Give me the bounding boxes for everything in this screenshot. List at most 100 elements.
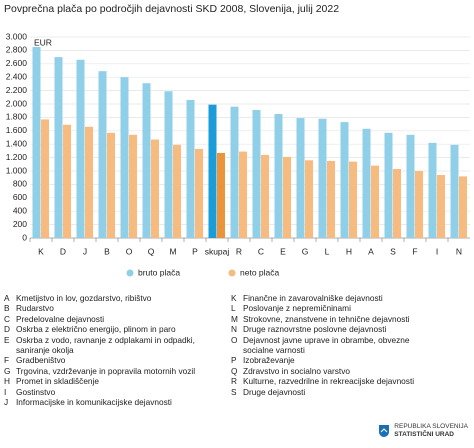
code-row: S Druge dejavnosti <box>231 387 451 397</box>
bar <box>393 168 401 238</box>
code-label: Gostinstvo <box>16 386 56 397</box>
code-label: Informacijske in komunikacijske dejavnos… <box>16 397 172 408</box>
code-label: Druge dejavnosti <box>243 386 306 397</box>
x-tick-label: F <box>412 246 417 256</box>
code-row: B Rudarstvo <box>4 303 224 313</box>
code-label: Druge raznovrstne poslovne dejavnosti <box>243 324 387 335</box>
bar <box>437 175 445 238</box>
x-tick-label: D <box>60 246 66 256</box>
bar <box>252 110 261 238</box>
bar <box>208 104 217 238</box>
bar <box>340 122 349 238</box>
bar <box>274 114 283 238</box>
y-tick-label: 400 <box>13 205 27 215</box>
code-row: R Kulturne, razvedrilne in rekreacijske d… <box>231 376 451 386</box>
code-row: L Poslovanje z nepremičninami <box>231 303 451 313</box>
code-letter: L <box>231 303 236 314</box>
x-tick-label: Q <box>148 246 155 256</box>
code-label: Kulturne, razvedrilne in rekreacijske de… <box>243 376 415 387</box>
bar <box>230 106 239 239</box>
code-label: Oskrba z vodo, ravnanje z odplakami in o… <box>16 334 195 356</box>
code-letter: F <box>4 355 10 366</box>
bar <box>415 171 423 238</box>
x-tick-label: L <box>325 246 330 256</box>
code-label: Gradbeništvo <box>16 355 66 366</box>
bar <box>63 124 71 238</box>
x-tick-label: G <box>302 246 309 256</box>
bar <box>459 176 467 238</box>
code-label: Izobraževanje <box>243 355 295 366</box>
bar <box>371 165 379 238</box>
x-tick-label: E <box>280 246 286 256</box>
x-tick-label: J <box>83 246 87 256</box>
bar <box>98 71 107 238</box>
code-list: A Kmetijstvo in lov, gozdarstvo, ribištvo… <box>4 293 224 407</box>
x-tick-label: I <box>436 246 438 256</box>
y-tick-label: 800 <box>13 179 27 189</box>
y-axis-label: EUR <box>34 37 52 47</box>
bar <box>142 83 151 238</box>
code-label: Zdravstvo in socialno varstvo <box>243 365 350 376</box>
code-row: K Finančne in zavarovalniške dejavnosti <box>231 293 451 303</box>
legend-marker <box>228 269 236 277</box>
bar <box>195 148 203 238</box>
code-row: I Gostinstvo <box>4 387 224 397</box>
y-tick-label: 1.000 <box>6 165 28 175</box>
code-label: Finančne in zavarovalniške dejavnosti <box>243 293 383 303</box>
y-tick-label: 2.200 <box>6 85 28 95</box>
x-tick-label: S <box>390 246 396 256</box>
y-tick-label: 1.800 <box>6 112 28 122</box>
bar <box>217 152 225 238</box>
code-letter: B <box>4 303 10 314</box>
chart: Povprečna plača po področjih dejavnosti … <box>4 3 470 277</box>
legend-label: bruto plača <box>138 267 180 277</box>
code-letter: Q <box>231 365 238 376</box>
x-tick-label: B <box>104 246 110 256</box>
y-tick-label: 600 <box>13 192 27 202</box>
chart-title: Povprečna plača po področjih dejavnosti … <box>4 3 339 15</box>
bar <box>32 47 41 238</box>
code-letter: G <box>4 365 11 376</box>
bar <box>305 160 313 238</box>
x-tick-label: H <box>346 246 352 256</box>
bar <box>349 161 357 238</box>
code-label: Oskrba z električno energijo, plinom in … <box>16 324 176 335</box>
bar <box>384 132 393 238</box>
code-letter: N <box>231 324 237 335</box>
bar <box>406 134 415 238</box>
y-tick-label: 1.600 <box>6 125 28 135</box>
code-letter: E <box>4 334 10 345</box>
code-row: D Oskrba z električno energijo, plinom in… <box>4 324 224 334</box>
x-tick-label: N <box>456 246 462 256</box>
x-tick-label: skupaj <box>205 246 230 256</box>
code-label: Poslovanje z nepremičninami <box>243 303 351 314</box>
x-tick-label: C <box>258 246 264 256</box>
code-letter: K <box>231 293 237 303</box>
bar <box>428 142 437 238</box>
code-label: Promet in skladiščenje <box>16 376 100 387</box>
bar <box>54 57 63 238</box>
legend-marker <box>126 269 134 277</box>
code-label: Rudarstvo <box>16 303 54 314</box>
code-row: G Trgovina, vzdrževanje in popravila moto… <box>4 366 224 376</box>
bar <box>239 151 247 238</box>
bar <box>164 91 173 239</box>
code-label: Strokovne, znanstvene in tehnične dejavn… <box>243 313 410 324</box>
footer-line: STATISTIČNI URAD <box>394 431 454 438</box>
bar <box>173 144 181 238</box>
y-tick-label: 2.600 <box>6 58 28 68</box>
bar <box>76 59 85 238</box>
code-label: Trgovina, vzdrževanje in popravila motor… <box>16 365 196 376</box>
code-row: Q Zdravstvo in socialno varstvo <box>231 366 451 376</box>
y-tick-label: 0 <box>22 232 27 242</box>
x-tick-label: A <box>368 246 374 256</box>
y-tick-label: 1.400 <box>6 138 28 148</box>
legend-label: neto plača <box>240 267 279 277</box>
bar <box>41 119 49 238</box>
code-letter: H <box>4 376 10 387</box>
y-tick-label: 2.800 <box>6 45 28 55</box>
code-label: Predelovalne dejavnosti <box>16 313 105 324</box>
code-row: O Dejavnost javne uprave in obrambe, obve… <box>231 335 451 356</box>
code-row: P Izobraževanje <box>231 355 451 365</box>
